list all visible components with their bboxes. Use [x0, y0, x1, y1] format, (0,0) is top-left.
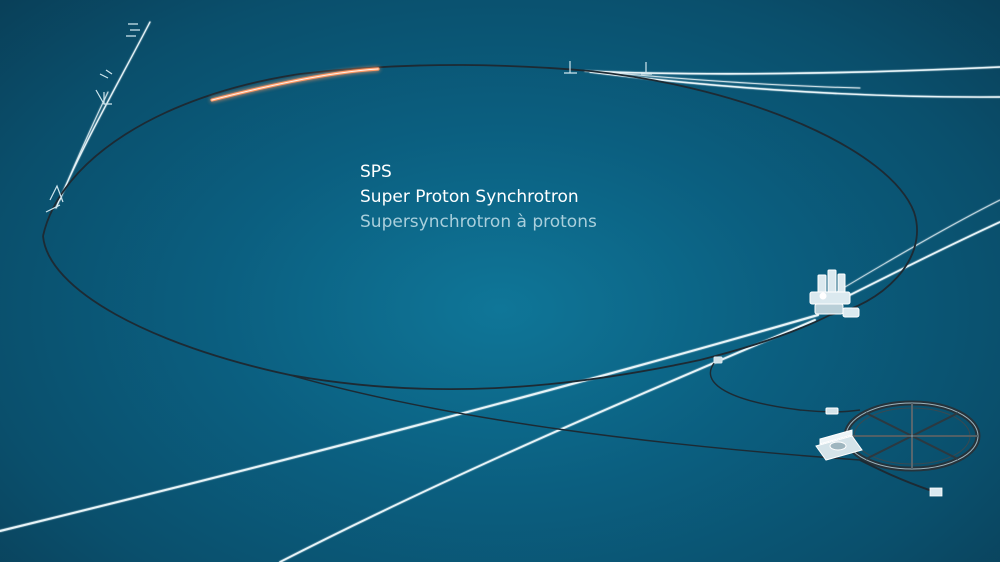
beam-highlight-core [211, 68, 379, 101]
marker-top-2 [641, 62, 652, 75]
marker-left-2 [45, 184, 64, 213]
accelerator-caption: SPS Super Proton Synchrotron Supersynchr… [360, 160, 597, 235]
accelerator-name-english: Super Proton Synchrotron [360, 187, 579, 207]
transfer-line-upper-right [834, 199, 1000, 294]
beamline-junction-icon [713, 356, 723, 364]
sps-ring [42, 64, 918, 461]
transfer-lines [0, 21, 1000, 562]
ring-lower-arc [42, 235, 831, 391]
transfer-line-bottom-2 [279, 319, 816, 562]
ring-markers [45, 23, 652, 213]
ring-dump-line [289, 374, 861, 461]
marker-top-1 [564, 61, 577, 74]
circular-accelerator-icon [843, 400, 981, 472]
lower-right-beamline [859, 459, 943, 497]
detector-structure-icon [809, 269, 860, 318]
transfer-line-left-high [55, 21, 151, 209]
transfer-line-top-1 [584, 66, 1000, 75]
accelerator-name-french: Supersynchrotron à protons [360, 212, 597, 232]
marker-left-3 [99, 23, 140, 79]
marker-left-1 [95, 89, 112, 105]
transfer-line-top-3 [591, 70, 861, 89]
transfer-line-bottom-1 [0, 314, 819, 532]
accelerator-abbreviation: SPS [360, 162, 392, 182]
beam-highlight [210, 67, 380, 102]
ring-branch-line [709, 361, 861, 413]
ring-upper-arc [42, 64, 918, 316]
booster-device-icon [815, 407, 863, 461]
transfer-line-right [839, 221, 1000, 301]
